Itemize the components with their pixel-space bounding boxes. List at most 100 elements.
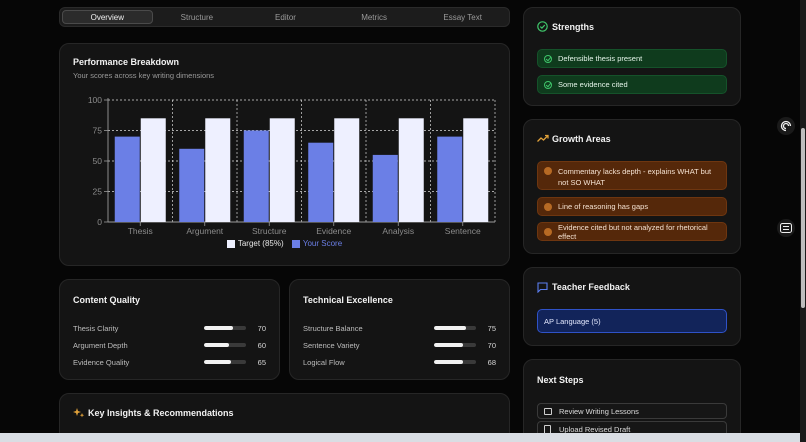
notes-float-button[interactable] [777,219,795,237]
metric-fill [434,326,466,330]
metric-bar [434,343,476,347]
bar-target [140,118,166,222]
legend-target[interactable]: Target (85%) [226,239,284,248]
performance-chart: 0 25 50 75 100 Thesis Argument Structure Evidenc… [88,95,496,236]
bar-your-score [243,130,269,222]
feedback-card: Teacher Feedback AP Language (5) [523,267,741,346]
feedback-course-text: AP Language (5) [544,316,601,326]
tab-overview[interactable]: Overview [62,10,153,24]
legend-target-label: Target (85%) [237,239,284,248]
bar-your-score [114,136,140,222]
alert-circle-icon [544,167,552,175]
feedback-title: Teacher Feedback [552,282,630,292]
strength-text: Defensible thesis present [558,54,643,63]
metric-bar [204,326,246,330]
bar-target [398,118,424,222]
metric-bar [204,360,246,364]
check-circle-icon [537,21,548,32]
metric-fill [204,343,230,347]
x-tick-label: Thesis [128,226,153,236]
bar-target [334,118,360,222]
strength-item: Defensible thesis present [537,49,727,68]
growth-item: Evidence cited but not analyzed for rhet… [537,222,727,241]
list-icon [780,223,792,233]
metric-logical-flow: Logical Flow 68 [303,357,496,367]
metric-fill [204,360,232,364]
alert-circle-icon [544,227,552,236]
assistant-float-button[interactable] [777,117,795,135]
next-steps-card: Next Steps Review Writing Lessons Upload… [523,359,741,442]
metric-label: Structure Balance [303,323,363,333]
metric-bar [434,326,476,330]
content-quality-card: Content Quality Thesis Clarity 70 Argume… [59,279,280,380]
metric-thesis-clarity: Thesis Clarity 70 [73,323,266,333]
legend-score-swatch [291,239,300,248]
growth-text: Evidence cited but not analyzed for rhet… [558,222,708,241]
bar-your-score [179,148,205,222]
metric-structure-balance: Structure Balance 75 [303,323,496,333]
metric-value: 65 [257,357,266,367]
technical-title: Technical Excellence [303,295,393,305]
upload-draft-label: Upload Revised Draft [559,424,631,434]
metric-label: Argument Depth [73,340,128,350]
growth-text: Commentary lacks depth - explains WHAT b… [558,167,712,187]
trending-up-icon [537,134,549,142]
metric-bar [204,343,246,347]
bar-your-score [437,136,463,222]
growth-text: Line of reasoning has gaps [558,202,649,211]
content-quality-title: Content Quality [73,295,140,305]
strengths-card: Strengths Defensible thesis present Some… [523,7,741,106]
x-tick-label: Structure [252,226,287,236]
tab-structure[interactable]: Structure [180,12,214,22]
growth-item: Commentary lacks depth - explains WHAT b… [537,161,727,190]
review-lessons-button[interactable]: Review Writing Lessons [537,403,727,419]
bar-your-score [372,154,398,222]
growth-card: Growth Areas Commentary lacks depth - ex… [523,119,741,254]
metric-label: Logical Flow [303,357,345,367]
horizontal-scrollbar[interactable] [0,433,800,442]
metric-value: 68 [487,357,496,367]
x-tick-label: Argument [186,226,223,236]
strengths-title: Strengths [552,22,595,32]
legend-score-label: Your Score [302,239,343,248]
metric-value: 70 [257,323,266,333]
message-square-icon [537,282,548,293]
metric-evidence-quality: Evidence Quality 65 [73,357,266,367]
growth-title: Growth Areas [552,134,611,144]
legend-score[interactable]: Your Score [291,239,343,248]
x-tick-label: Evidence [316,226,351,236]
tab-metrics[interactable]: Metrics [361,12,387,22]
performance-card: Performance Breakdown Your scores across… [59,43,510,266]
tab-editor[interactable]: Editor [275,12,296,22]
sparkles-icon [73,408,85,418]
bar-your-score [308,142,334,222]
tab-bar: Overview Structure Editor Metrics Essay … [59,7,510,27]
technical-card: Technical Excellence Structure Balance 7… [289,279,510,380]
performance-title: Performance Breakdown [73,57,180,67]
metric-label: Sentence Variety [303,340,360,350]
check-circle-icon [544,54,552,63]
vertical-scroll-thumb[interactable] [801,128,805,308]
next-steps-title: Next Steps [537,375,584,385]
feedback-course[interactable]: AP Language (5) [537,309,727,333]
chart-legend: Target (85%) Your Score [60,239,509,250]
bar-target [269,118,295,222]
y-tick-label: 25 [93,187,103,197]
metric-value: 75 [487,323,496,333]
insights-title: Key Insights & Recommendations [88,408,234,418]
y-tick-label: 50 [93,156,103,166]
metric-fill [204,326,234,330]
bar-target [205,118,231,222]
growth-item: Line of reasoning has gaps [537,197,727,216]
bar-target [463,118,489,222]
strength-item: Some evidence cited [537,75,727,94]
spiral-icon [780,120,792,132]
metric-value: 70 [487,340,496,350]
y-tick-label: 0 [97,217,102,227]
tab-essay-text[interactable]: Essay Text [443,12,482,22]
check-circle-icon [544,80,552,89]
book-open-icon [544,407,552,415]
metric-label: Thesis Clarity [73,323,119,333]
y-tick-label: 75 [93,126,103,136]
metric-fill [434,360,463,364]
